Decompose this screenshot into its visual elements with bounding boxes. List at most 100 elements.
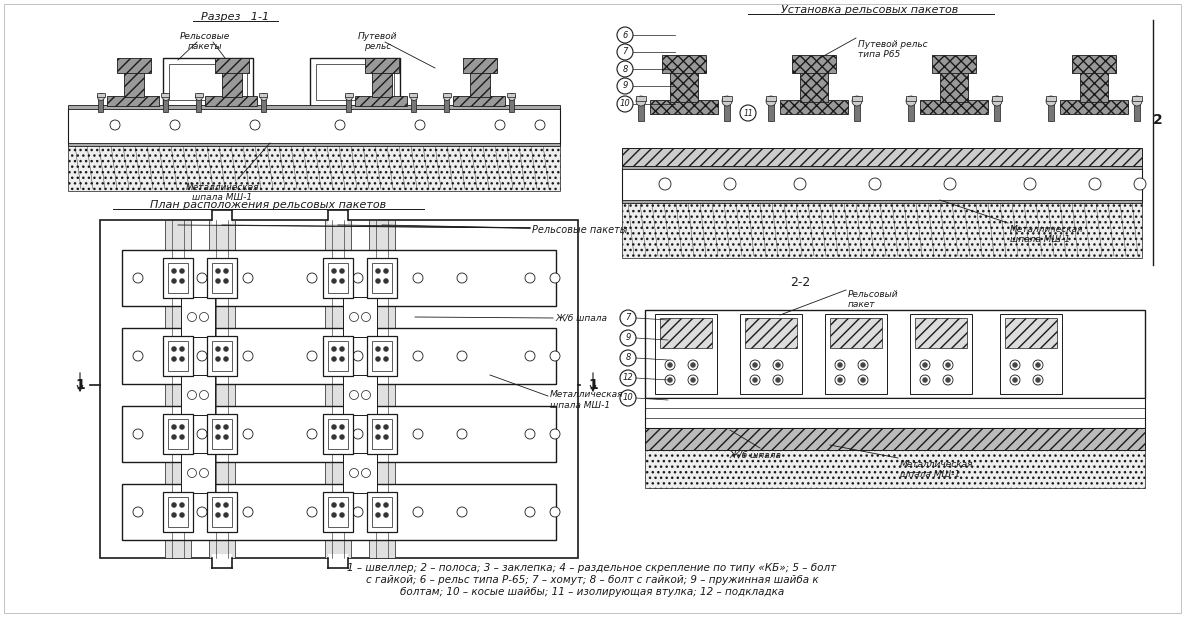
Circle shape [688, 375, 698, 385]
Circle shape [688, 360, 698, 370]
Circle shape [216, 502, 220, 508]
Bar [908, 103, 914, 121]
Circle shape [1132, 96, 1142, 106]
Text: 1 – швеллер; 2 – полоса; 3 – заклепка; 4 – раздельное скрепление по типу «КБ»; 5: 1 – швеллер; 2 – полоса; 3 – заклепка; 4… [347, 563, 837, 597]
Circle shape [350, 391, 359, 399]
Bar [342, 297, 377, 337]
Bar [316, 64, 393, 100]
Bar [994, 103, 1000, 121]
Circle shape [224, 502, 229, 508]
Text: 2-2: 2-2 [790, 276, 811, 289]
Circle shape [216, 513, 220, 518]
Bar [411, 98, 416, 112]
Circle shape [525, 273, 534, 283]
Bar [645, 398, 1145, 428]
Circle shape [946, 363, 950, 368]
Text: План расположения рельсовых пакетов: План расположения рельсовых пакетов [150, 200, 386, 210]
Circle shape [414, 273, 423, 283]
Circle shape [752, 378, 757, 383]
Bar [745, 318, 798, 348]
Bar [324, 414, 353, 454]
Text: 10: 10 [620, 99, 630, 109]
Circle shape [179, 513, 185, 518]
Bar [910, 314, 972, 394]
Circle shape [179, 278, 185, 283]
Circle shape [332, 268, 337, 273]
Circle shape [550, 273, 561, 283]
Circle shape [1010, 360, 1020, 370]
Bar [68, 143, 561, 146]
Circle shape [775, 363, 781, 368]
Text: 10: 10 [622, 394, 633, 402]
Circle shape [243, 273, 254, 283]
Circle shape [199, 468, 209, 478]
Circle shape [1010, 375, 1020, 385]
Circle shape [216, 347, 220, 352]
Circle shape [457, 273, 467, 283]
Bar [507, 93, 515, 97]
Circle shape [1033, 375, 1043, 385]
Circle shape [376, 424, 380, 429]
Circle shape [667, 363, 673, 368]
Bar [122, 484, 556, 540]
Circle shape [179, 434, 185, 439]
Text: Рельсовые
пакеты: Рельсовые пакеты [180, 32, 230, 51]
Bar [510, 98, 514, 112]
Circle shape [384, 424, 389, 429]
Circle shape [261, 94, 268, 101]
Circle shape [525, 507, 534, 517]
Text: Путевой
рельс: Путевой рельс [358, 32, 398, 51]
Circle shape [922, 363, 928, 368]
Circle shape [1033, 360, 1043, 370]
Bar [622, 200, 1142, 203]
Circle shape [443, 94, 450, 101]
Circle shape [216, 357, 220, 362]
Bar [122, 328, 556, 384]
Circle shape [384, 502, 389, 508]
Circle shape [534, 120, 545, 130]
Circle shape [835, 360, 845, 370]
Circle shape [179, 347, 185, 352]
Circle shape [414, 351, 423, 361]
Bar [645, 310, 1145, 398]
Circle shape [332, 357, 337, 362]
Circle shape [243, 507, 254, 517]
Circle shape [620, 350, 636, 366]
Text: 9: 9 [622, 81, 628, 91]
Circle shape [332, 502, 337, 508]
Circle shape [766, 96, 776, 106]
Circle shape [1036, 378, 1040, 383]
Circle shape [617, 44, 633, 60]
Circle shape [179, 357, 185, 362]
Circle shape [384, 513, 389, 518]
Circle shape [525, 429, 534, 439]
Text: 7: 7 [622, 48, 628, 57]
Bar [168, 263, 188, 293]
Circle shape [361, 391, 371, 399]
Circle shape [339, 434, 345, 439]
Circle shape [172, 513, 177, 518]
Bar [207, 492, 237, 532]
Circle shape [775, 378, 781, 383]
Circle shape [1012, 363, 1018, 368]
Bar [768, 103, 774, 121]
Bar [68, 105, 561, 109]
Bar [463, 58, 497, 73]
Circle shape [346, 94, 352, 101]
Bar [168, 497, 188, 527]
Bar [854, 103, 860, 121]
Bar [222, 72, 242, 97]
Bar [372, 263, 392, 293]
Bar [622, 200, 1142, 258]
Circle shape [457, 507, 467, 517]
Circle shape [169, 120, 180, 130]
Circle shape [617, 61, 633, 77]
Bar [443, 93, 451, 97]
Circle shape [414, 507, 423, 517]
Circle shape [353, 507, 363, 517]
Bar [622, 165, 1142, 169]
Bar [122, 406, 556, 462]
Bar [670, 72, 698, 102]
Circle shape [187, 312, 197, 321]
Text: 6: 6 [622, 30, 628, 39]
